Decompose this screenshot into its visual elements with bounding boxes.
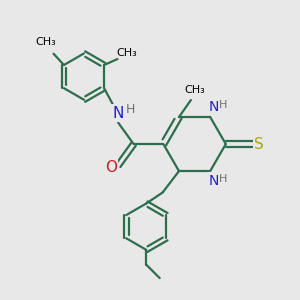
Text: CH₃: CH₃ [36, 37, 56, 47]
Text: CH₃: CH₃ [184, 85, 205, 95]
Text: N: N [208, 100, 219, 114]
Text: S: S [254, 136, 264, 152]
Text: O: O [105, 160, 117, 175]
Text: H: H [219, 174, 228, 184]
Text: H: H [126, 103, 135, 116]
Text: N: N [208, 174, 219, 188]
Text: CH₃: CH₃ [117, 47, 137, 58]
Text: N: N [112, 106, 124, 121]
Text: H: H [219, 100, 228, 110]
